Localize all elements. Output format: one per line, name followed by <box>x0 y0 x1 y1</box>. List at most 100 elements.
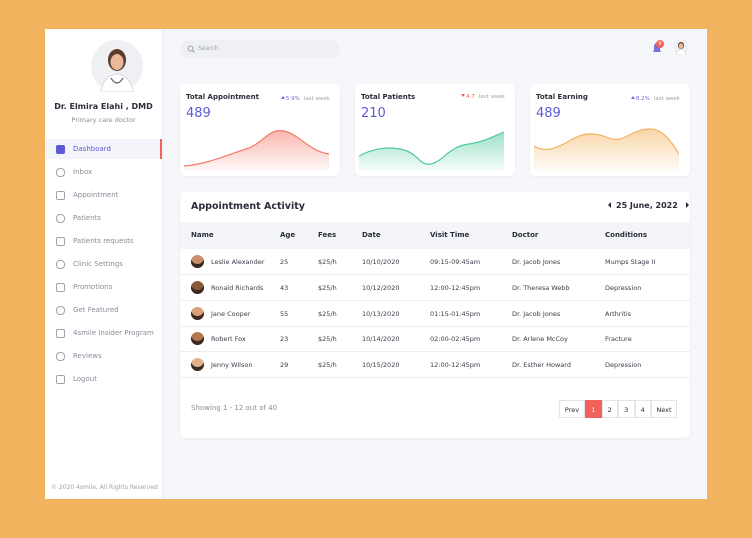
table-row: Robert Fox 23 $25/h 10/14/2020 02:00-02:45pm… <box>180 326 690 353</box>
cell: 10/10/2020 <box>362 258 400 266</box>
nav-item[interactable]: Dashboard <box>45 139 162 159</box>
column-header: Date <box>362 231 381 239</box>
nav-icon <box>56 352 65 361</box>
change-period: last week <box>303 96 330 102</box>
date-picker[interactable]: 25 June, 2022 <box>605 201 692 210</box>
nav-icon <box>56 283 65 292</box>
nav-icon <box>56 260 65 269</box>
table-row: Ronald Richards 43 $25/h 10/12/2020 12:00-12… <box>180 275 690 301</box>
nav-item[interactable]: Clinic Settings <box>45 254 162 274</box>
page-button[interactable]: 1 <box>585 400 602 418</box>
change-value: 5.9% <box>285 96 300 102</box>
change-value: 8.2% <box>635 96 650 102</box>
page-button[interactable]: 4 <box>634 400 651 418</box>
cell: 12:00-12:45pm <box>430 283 481 292</box>
column-header: Conditions <box>605 231 648 239</box>
nav-label: Patients requests <box>73 237 134 245</box>
nav-label: Patients <box>73 214 102 222</box>
table-row: Jenny Wilson 29 $25/h 10/15/2020 12:00-12:45… <box>180 352 690 379</box>
cell: Ronald Richards <box>211 283 264 292</box>
nav-icon <box>56 237 65 246</box>
app: Dr. Elmira Elahi , DMD Primary care doct… <box>45 29 707 499</box>
sidebar: Dr. Elmira Elahi , DMD Primary care doct… <box>45 29 163 499</box>
cell: 10/12/2020 <box>362 283 400 292</box>
nav-item[interactable]: Logout <box>45 369 162 389</box>
prev-arrow[interactable] <box>605 202 611 208</box>
nav-icon <box>56 375 65 384</box>
cell: $25/h <box>318 335 337 344</box>
cell: Dr. Jacob Jones <box>512 258 561 266</box>
page-button[interactable]: 3 <box>618 400 635 418</box>
stat-value: 489 <box>186 106 211 121</box>
nav-label: Clinic Settings <box>73 260 123 268</box>
stat-card: Total Patients 4.7 last week 210 <box>355 84 515 176</box>
cell: Dr. Jacob Jones <box>512 309 561 318</box>
nav-item[interactable]: Promotions <box>45 277 162 297</box>
change-value: 4.7 <box>466 94 475 100</box>
patient-avatar <box>191 306 204 320</box>
nav-label: Inbox <box>73 168 93 176</box>
cell: Jenny Wilson <box>211 361 253 370</box>
column-header: Doctor <box>512 231 539 239</box>
cell: 29 <box>280 361 289 370</box>
cell: 10/13/2020 <box>362 309 400 318</box>
doctor-role: Primary care doctor <box>71 116 136 124</box>
change-period: last week <box>653 96 680 102</box>
patient-avatar <box>191 280 204 294</box>
search-box[interactable]: Search <box>180 40 340 58</box>
nav-label: 4smile Insider Program <box>73 329 154 337</box>
cell: Jane Cooper <box>211 309 251 318</box>
nav-item[interactable]: 4smile Insider Program <box>45 323 162 343</box>
nav-item[interactable]: Patients requests <box>45 231 162 251</box>
search-placeholder: Search <box>198 45 219 52</box>
nav-label: Appointment <box>73 191 119 199</box>
notification-badge: 9 <box>656 40 664 48</box>
stat-title: Total Appointment <box>186 93 259 101</box>
cell: 01:15-01:45pm <box>430 309 481 318</box>
trend-arrow <box>461 94 466 99</box>
stat-change: 5.9% last week <box>280 94 330 102</box>
cell: 10/14/2020 <box>362 335 400 344</box>
page-button[interactable]: 2 <box>601 400 618 418</box>
cell: $25/h <box>318 309 337 318</box>
cell: Fracture <box>605 335 632 344</box>
table-row: Leslie Alexander 25 $25/h 10/10/2020 09:15-0… <box>180 249 690 275</box>
cell: 43 <box>280 283 289 292</box>
nav-label: Reviews <box>73 352 102 360</box>
cell: Dr. Esther Howard <box>512 361 571 370</box>
next-arrow[interactable] <box>685 202 692 208</box>
user-avatar[interactable] <box>673 39 689 55</box>
pagination-summary: Showing 1 - 12 out of 40 <box>191 404 278 412</box>
nav-icon <box>56 306 65 315</box>
search-icon <box>187 45 195 53</box>
nav-item[interactable]: Reviews <box>45 346 162 366</box>
nav-label: Promotions <box>73 283 113 291</box>
page-button[interactable]: Prev <box>559 400 585 418</box>
cell: Robert Fox <box>211 335 246 344</box>
cell: 55 <box>280 309 289 318</box>
stat-title: Total Patients <box>361 93 416 101</box>
nav-item[interactable]: Inbox <box>45 162 162 182</box>
column-header: Visit Time <box>430 231 470 239</box>
cell: 23 <box>280 335 289 344</box>
cell: 12:00-12:45pm <box>430 361 481 370</box>
table-header <box>180 222 690 249</box>
trend-arrow <box>630 94 635 99</box>
cell: Depression <box>605 283 642 292</box>
cell: 09:15-09:45am <box>430 258 481 266</box>
nav-label: Dashboard <box>73 145 111 153</box>
doctor-name: Dr. Elmira Elahi , DMD <box>54 102 153 111</box>
nav-item[interactable]: Patients <box>45 208 162 228</box>
doctor-avatar <box>91 40 143 92</box>
cell: $25/h <box>318 283 337 292</box>
nav-icon <box>56 214 65 223</box>
column-header: Fees <box>318 231 337 239</box>
nav-item[interactable]: Get Featured <box>45 300 162 320</box>
trend-arrow <box>280 94 285 99</box>
stat-card: Total Appointment 5.9% last week 489 <box>180 84 340 176</box>
cell: 02:00-02:45pm <box>430 335 481 344</box>
nav-item[interactable]: Appointment <box>45 185 162 205</box>
cell: Dr. Arlene McCoy <box>512 335 568 344</box>
nav-label: Logout <box>73 375 97 383</box>
page-button[interactable]: Next <box>651 400 677 418</box>
